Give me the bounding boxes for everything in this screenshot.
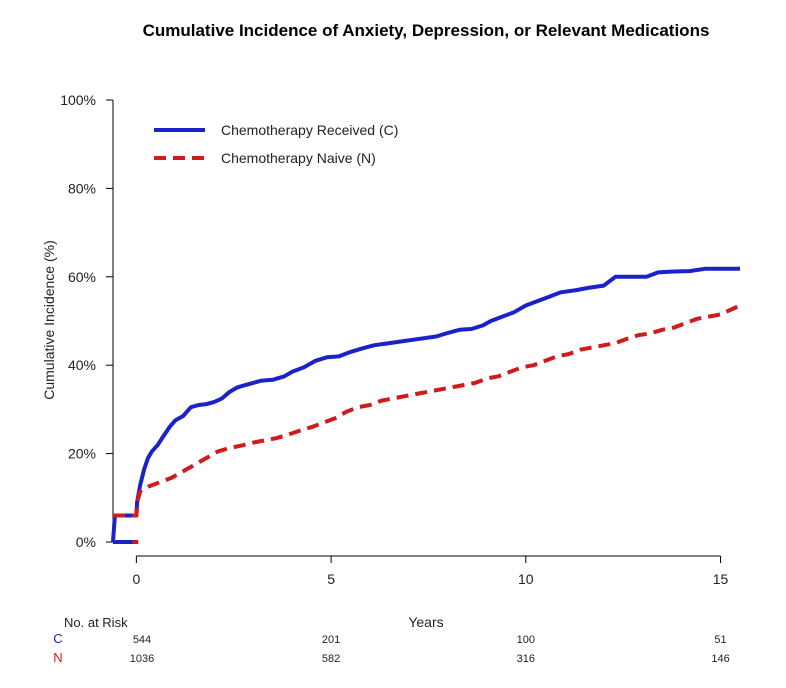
risk-value: 544 [133, 634, 151, 646]
series-line-1 [113, 303, 741, 518]
x-tick-label: 0 [132, 571, 140, 587]
risk-value: 582 [322, 653, 340, 665]
x-tick-label: 5 [327, 571, 335, 587]
x-tick-label: 15 [713, 571, 729, 587]
risk-value: 201 [322, 634, 340, 646]
risk-row-label: N [53, 650, 62, 665]
y-tick-label: 0% [76, 534, 96, 550]
x-axis-label: Years [408, 614, 443, 630]
risk-value: 146 [711, 653, 729, 665]
legend: Chemotherapy Received (C) Chemotherapy Na… [154, 122, 398, 166]
legend-label-1: Chemotherapy Naive (N) [221, 150, 376, 166]
x-tick-label: 10 [518, 571, 534, 587]
y-tick-label: 20% [68, 446, 96, 462]
axes: 0% 20% 40% 60% 80% 100% 0 5 10 15 [60, 92, 728, 587]
risk-value: 100 [517, 634, 535, 646]
risk-table: No. at Risk C 544 201 100 51 N 1036 582 316 146 [53, 615, 729, 665]
y-tick-label: 80% [68, 180, 96, 196]
series-line-0 [111, 266, 740, 543]
risk-value: 316 [517, 653, 535, 665]
y-axis-label: Cumulative Incidence (%) [41, 240, 57, 400]
series-group [111, 266, 741, 544]
risk-value: 1036 [130, 653, 154, 665]
risk-table-title: No. at Risk [64, 615, 128, 630]
y-tick-label: 40% [68, 357, 96, 373]
y-tick-label: 60% [68, 269, 96, 285]
legend-label-0: Chemotherapy Received (C) [221, 122, 398, 138]
risk-row-label: C [53, 631, 62, 646]
risk-value: 51 [714, 634, 726, 646]
y-tick-label: 100% [60, 92, 96, 108]
chart-title: Cumulative Incidence of Anxiety, Depress… [143, 21, 710, 40]
